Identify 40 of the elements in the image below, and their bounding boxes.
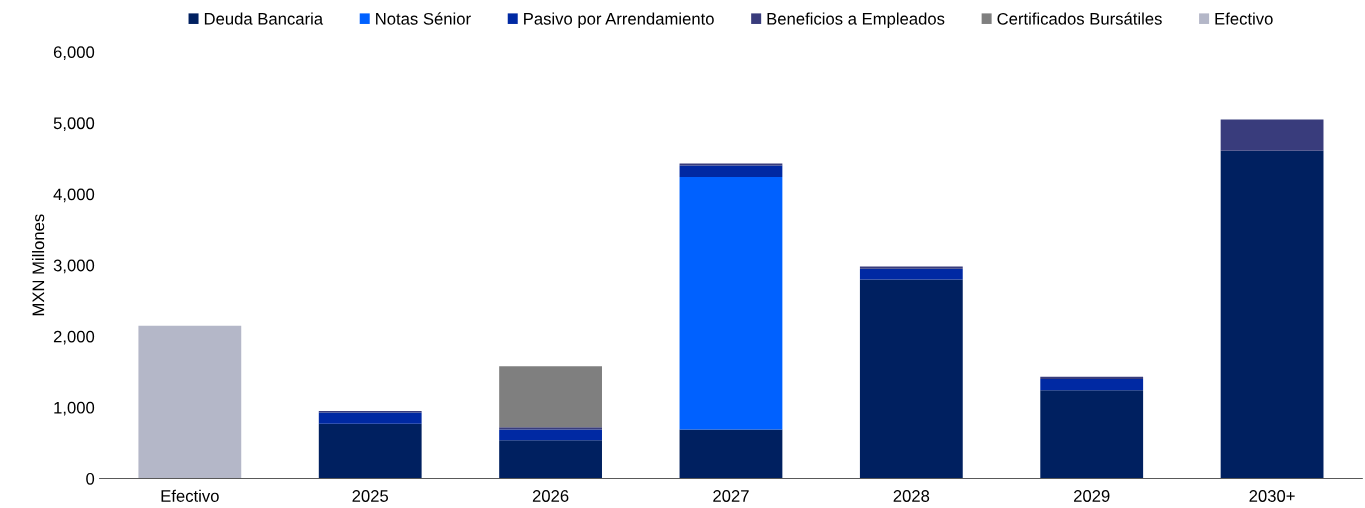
bar: [679, 163, 783, 166]
y-tick-label: 4,000: [53, 188, 95, 203]
bar: [499, 429, 602, 441]
x-tick-label: Efectivo: [161, 489, 219, 502]
bar: [1040, 376, 1144, 379]
bar: [859, 266, 963, 269]
x-tick-label: 2030+: [1249, 490, 1295, 502]
x-tick-label: 2026: [532, 490, 569, 502]
legend-label: Certificados Bursátiles: [997, 12, 1162, 25]
x-tick-label: 2027: [713, 490, 749, 502]
x-tick-label: 2028: [893, 490, 930, 502]
legend-label: Notas Sénior: [376, 12, 471, 25]
bar: [859, 268, 963, 280]
bar: [138, 325, 242, 479]
y-tick-label: 1,000: [54, 401, 95, 416]
bar: [679, 429, 783, 479]
bar: [499, 440, 602, 479]
legend-label: Deuda Bancaria: [204, 12, 324, 25]
bar: [1220, 150, 1324, 479]
bar: [318, 412, 422, 424]
bar: [859, 279, 963, 479]
bar: [679, 176, 783, 430]
y-tick-label: 5,000: [53, 117, 95, 132]
y-tick-label: 2,000: [53, 330, 95, 345]
y-tick-label: 0: [86, 472, 95, 485]
legend-label: Beneficios a Empleados: [767, 12, 945, 29]
x-tick-label: 2025: [352, 490, 389, 502]
bar: [318, 423, 422, 479]
bar: [499, 427, 602, 430]
legend-label: Efectivo: [1215, 12, 1273, 25]
bar: [499, 366, 602, 428]
x-tick-label: 2029: [1074, 490, 1110, 502]
bar: [1040, 378, 1144, 391]
y-tick-label: 6,000: [53, 46, 95, 60]
legend-label: Pasivo por Arrendamiento: [524, 12, 714, 29]
bar: [1040, 390, 1144, 479]
y-axis-title: MXN Millones: [31, 214, 45, 316]
bar: [1220, 119, 1324, 151]
y-tick-label: 3,000: [53, 259, 95, 274]
bar: [679, 165, 783, 177]
